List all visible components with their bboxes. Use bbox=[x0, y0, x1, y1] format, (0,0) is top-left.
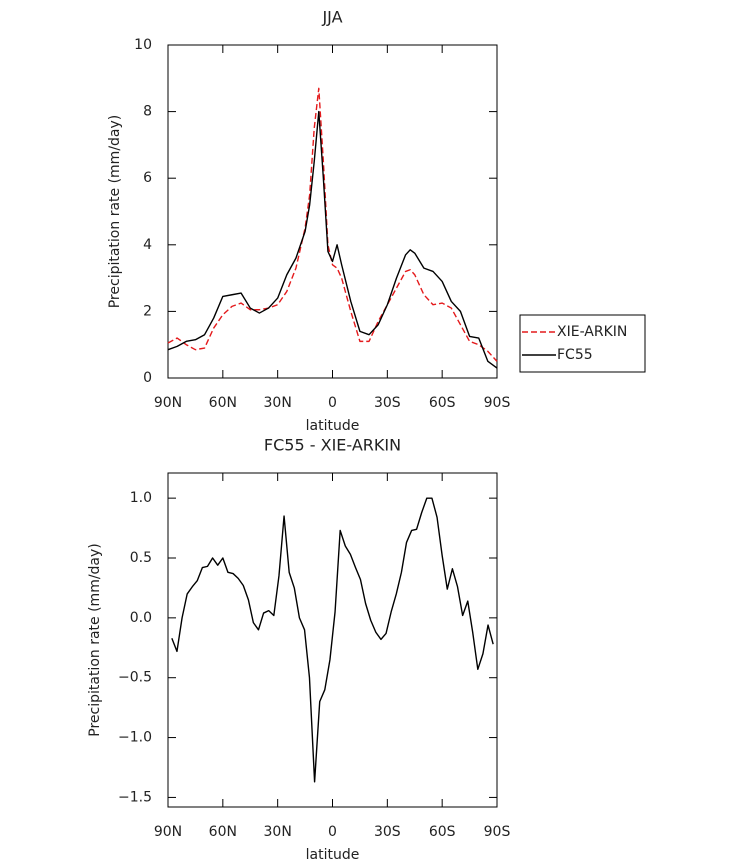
y-tick-label: −1.0 bbox=[118, 730, 152, 746]
y-tick-label: 0.0 bbox=[130, 610, 152, 626]
x-tick-label: 0 bbox=[328, 395, 337, 411]
chart-title: JJA bbox=[321, 8, 342, 27]
y-axis-label: Precipitation rate (mm/day) bbox=[87, 543, 103, 737]
x-tick-label: 60S bbox=[429, 824, 456, 840]
y-tick-label: −1.5 bbox=[118, 789, 152, 805]
y-tick-label: −0.5 bbox=[118, 670, 152, 686]
chart-title: FC55 - XIE-ARKIN bbox=[264, 436, 401, 455]
y-tick-label: 8 bbox=[143, 104, 152, 120]
x-axis-label: latitude bbox=[306, 847, 360, 863]
y-tick-label: 0.5 bbox=[130, 550, 152, 566]
y-tick-label: 6 bbox=[143, 170, 152, 186]
x-tick-label: 30S bbox=[374, 395, 401, 411]
x-tick-label: 30N bbox=[264, 395, 292, 411]
y-tick-label: 1.0 bbox=[130, 490, 152, 506]
series-line bbox=[167, 87, 498, 362]
x-tick-label: 30S bbox=[374, 824, 401, 840]
x-tick-label: 90S bbox=[484, 395, 511, 411]
plot-frame bbox=[167, 44, 498, 379]
legend-label: FC55 bbox=[557, 347, 593, 363]
series-line bbox=[171, 497, 494, 783]
x-tick-label: 60N bbox=[209, 824, 237, 840]
x-tick-label: 0 bbox=[328, 824, 337, 840]
x-tick-label: 90N bbox=[154, 824, 182, 840]
y-tick-label: 10 bbox=[134, 37, 152, 53]
y-tick-label: 2 bbox=[143, 303, 152, 319]
series-line bbox=[167, 110, 498, 369]
legend-label: XIE-ARKIN bbox=[557, 324, 627, 340]
y-axis-label: Precipitation rate (mm/day) bbox=[107, 115, 123, 309]
legend-box bbox=[519, 314, 646, 373]
y-tick-label: 0 bbox=[143, 370, 152, 386]
x-tick-label: 60S bbox=[429, 395, 456, 411]
x-tick-label: 60N bbox=[209, 395, 237, 411]
x-tick-label: 90S bbox=[484, 824, 511, 840]
x-tick-label: 30N bbox=[264, 824, 292, 840]
y-tick-label: 4 bbox=[143, 237, 152, 253]
x-tick-label: 90N bbox=[154, 395, 182, 411]
x-axis-label: latitude bbox=[306, 418, 360, 434]
